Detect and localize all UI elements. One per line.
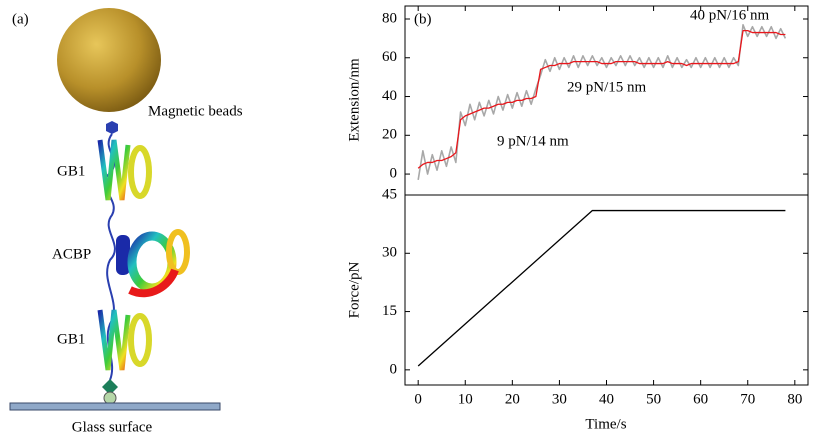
gb1-bottom-protein: [97, 309, 152, 371]
x-tick-label: 10: [458, 391, 473, 407]
acbp-protein: [116, 229, 190, 298]
y-tick-label: 45: [382, 186, 397, 202]
anchor: [102, 379, 118, 395]
x-tick-label: 80: [787, 391, 802, 407]
x-tick-label: 30: [552, 391, 567, 407]
y-tick-label: 15: [382, 303, 397, 319]
x-tick-label: 50: [646, 391, 661, 407]
gb1-label: GB1: [57, 163, 85, 179]
y-axis-label: Force/pN: [346, 262, 362, 319]
y-tick-label: 20: [382, 127, 397, 143]
x-tick-label: 40: [599, 391, 614, 407]
plot-frame: [404, 194, 809, 386]
data-line: [417, 29, 786, 169]
panel-label: (a): [12, 11, 29, 27]
y-tick-label: 40: [382, 88, 397, 104]
y-axis-label: Extension/nm: [346, 58, 362, 142]
acbp-label: ACBP: [52, 246, 91, 262]
glass-surface: [9, 402, 221, 411]
y-tick-label: 60: [382, 49, 397, 65]
annotation: 40 pN/16 nm: [690, 7, 770, 23]
x-tick-label: 0: [414, 391, 422, 407]
x-tick-label: 20: [505, 391, 520, 407]
x-axis-label: Time/s: [585, 416, 626, 432]
linker: [106, 121, 118, 134]
panel-b: (b) 9 pN/14 nm 29 pN/15 nm 40 pN/16 nm E…: [346, 7, 769, 432]
x-tick-label: 70: [740, 391, 755, 407]
data-line: [417, 209, 786, 367]
y-tick-label: 0: [390, 166, 398, 182]
gb1-label: GB1: [57, 331, 85, 347]
magnetic-bead: [57, 8, 161, 112]
annotation: 29 pN/15 nm: [567, 79, 647, 95]
y-tick-label: 0: [390, 361, 398, 377]
y-tick-label: 30: [382, 245, 397, 261]
bead-label: Magnetic beads: [148, 103, 243, 119]
panel-a: (a) Magnetic beads GB1 ACBP GB1 Glass su…: [9, 8, 243, 435]
data-line: [417, 24, 787, 181]
panel-label: (b): [414, 11, 432, 27]
anchor-bead: [103, 391, 117, 405]
x-tick-label: 60: [693, 391, 708, 407]
y-tick-label: 80: [382, 10, 397, 26]
gb1-top-protein: [97, 139, 152, 201]
annotation: 9 pN/14 nm: [497, 133, 569, 149]
surface-label: Glass surface: [72, 419, 153, 435]
